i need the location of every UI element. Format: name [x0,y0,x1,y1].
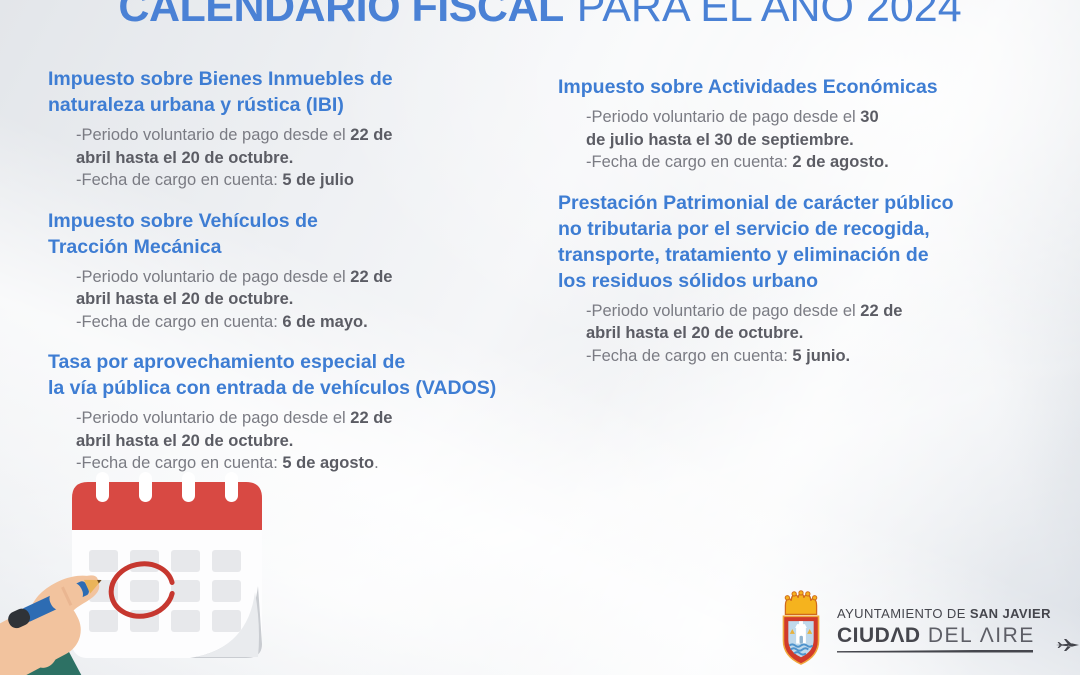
detail-line: -Fecha de cargo en cuenta: 5 de julio [76,169,573,192]
section-actividades: Impuesto sobre Actividades Económicas -P… [558,74,1048,174]
section-heading: Tasa por aprovechamiento especial de la … [48,351,497,399]
detail-line: -Periodo voluntario de pago desde el 22 … [76,266,573,311]
detail-bold: 22 de abril hasta el 20 de octubre. [76,126,393,167]
section-details: -Periodo voluntario de pago desde el 22 … [48,124,573,192]
detail-pre: -Periodo voluntario de pago desde el [586,108,861,126]
detail-pre: -Periodo voluntario de pago desde el [76,409,351,427]
section-details: -Periodo voluntario de pago desde el 30 … [558,106,1048,174]
detail-pre: -Periodo voluntario de pago desde el [586,301,861,320]
logo-line2: CIUDΛD DEL ΛIRE [837,623,1079,651]
section-details: -Periodo voluntario de pago desde el 22 … [558,300,1048,368]
page-title-main: CALENDARIO FISCAL [118,0,564,31]
left-column: Impuesto sobre Bienes Inmuebles de natur… [48,66,573,491]
detail-line: -Fecha de cargo en cuenta: 5 junio. [586,345,1048,368]
detail-bold: 5 de julio [282,171,354,189]
detail-bold: 5 de agosto [282,454,375,472]
section-details: -Periodo voluntario de pago desde el 22 … [48,266,573,334]
section-vehiculos: Impuesto sobre Vehículos de Tracción Mec… [48,208,573,334]
detail-pre: -Fecha de cargo en cuenta: [76,171,283,189]
logo-line1-bold: SAN JAVIER [969,605,1051,621]
logo-ciudad: CIUDΛD [837,623,921,647]
logo-line1: AYUNTAMIENTO DE SAN JAVIER [837,606,1051,621]
right-column: Impuesto sobre Actividades Económicas -P… [558,74,1048,383]
detail-line: -Fecha de cargo en cuenta: 2 de agosto. [586,151,1048,174]
logo-aire: ΛIRE [979,623,1035,647]
detail-bold: 6 de mayo. [282,312,368,331]
section-details: -Periodo voluntario de pago desde el 22 … [48,407,573,475]
section-heading: Prestación Patrimonial de carácter públi… [558,191,954,292]
section-ibi: Impuesto sobre Bienes Inmuebles de natur… [48,66,573,192]
detail-line: -Periodo voluntario de pago desde el 30 … [586,106,1048,151]
detail-pre: -Fecha de cargo en cuenta: [586,153,793,171]
detail-post: . [374,454,379,472]
detail-pre: -Periodo voluntario de pago desde el [76,126,351,144]
detail-bold: 22 de abril hasta el 20 de octubre. [586,301,903,343]
section-heading: Impuesto sobre Actividades Económicas [558,76,938,98]
detail-line: -Periodo voluntario de pago desde el 22 … [586,300,1048,345]
section-residuos: Prestación Patrimonial de carácter públi… [558,190,1048,368]
detail-line: -Fecha de cargo en cuenta: 6 de mayo. [76,311,573,334]
logo-underline [837,649,1033,653]
section-vados: Tasa por aprovechamiento especial de la … [48,349,573,475]
section-heading: Impuesto sobre Bienes Inmuebles de natur… [48,68,393,116]
logo-line1-pre: AYUNTAMIENTO DE [837,605,970,621]
logo-del: DEL [920,623,980,647]
detail-pre: -Fecha de cargo en cuenta: [76,454,283,472]
detail-bold: 22 de abril hasta el 20 de octubre. [76,409,393,450]
logo-text: AYUNTAMIENTO DE SAN JAVIER CIUDΛD DEL ΛI… [837,604,1079,653]
san-javier-crest-icon [782,590,820,665]
detail-line: -Periodo voluntario de pago desde el 22 … [76,407,573,452]
section-heading: Impuesto sobre Vehículos de Tracción Mec… [48,209,318,258]
detail-bold: 30 de julio hasta el 30 de septiembre. [586,108,879,149]
calendar-illustration-icon [0,472,262,675]
detail-pre: -Fecha de cargo en cuenta: [586,346,793,365]
page-title: CALENDARIO FISCAL PARA EL AÑO 2024 [0,0,1080,29]
page-title-suffix: PARA EL AÑO 2024 [576,0,962,31]
detail-line: -Periodo voluntario de pago desde el 22 … [76,124,573,169]
detail-bold: 5 junio. [792,346,851,365]
detail-pre: -Periodo voluntario de pago desde el [76,267,351,286]
detail-bold: 2 de agosto. [792,153,889,171]
ayuntamiento-logo: AYUNTAMIENTO DE SAN JAVIER CIUDΛD DEL ΛI… [776,589,1079,667]
jet-plane-icon [1055,634,1080,658]
detail-pre: -Fecha de cargo en cuenta: [76,312,283,331]
detail-bold: 22 de abril hasta el 20 de octubre. [76,267,393,309]
detail-line: -Fecha de cargo en cuenta: 5 de agosto. [76,452,573,475]
